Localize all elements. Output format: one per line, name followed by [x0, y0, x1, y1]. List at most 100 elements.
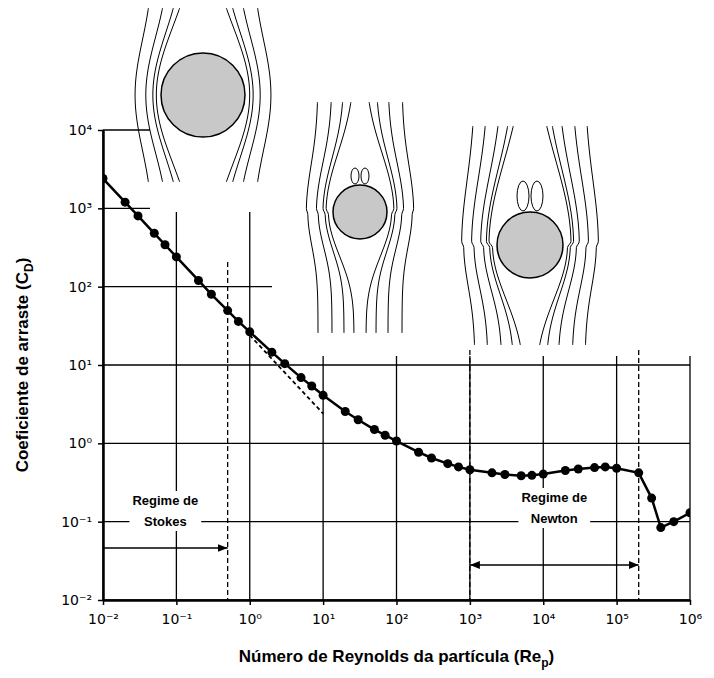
x-tick-mark [176, 600, 178, 605]
series-point [207, 290, 216, 299]
x-tick-label: 10⁻² [88, 611, 119, 627]
x-tick-mark [396, 600, 398, 605]
streamline [388, 102, 403, 333]
x-tick: 10¹ [312, 600, 335, 627]
series-point [487, 468, 496, 477]
series-point [319, 391, 328, 400]
y-tick-mark [98, 365, 103, 367]
series-point [612, 464, 621, 473]
x-tick: 10⁻¹ [161, 600, 192, 627]
y-tick-label: 10⁻¹ [61, 514, 92, 530]
y-axis-title-part: ) [13, 258, 32, 264]
x-axis-title: Número de Reynolds da partícula (Rep) [239, 647, 554, 670]
x-tick-mark [323, 600, 325, 605]
region-arrow [103, 547, 228, 548]
series-point [134, 211, 143, 220]
region-label-line: Regime de [132, 493, 198, 508]
y-axis: 10⁻² 10⁻¹ 10⁰ 10¹ 10² 10³ 10⁴ [61, 122, 103, 608]
series-point [150, 229, 159, 238]
streamline [243, 8, 260, 182]
x-tick-mark [616, 600, 618, 605]
region-bounds [228, 262, 639, 600]
y-tick-label: 10⁰ [69, 435, 93, 451]
series-point [245, 327, 254, 336]
y-tick: 10⁻² [61, 592, 103, 608]
series-point [172, 252, 181, 261]
streamline [472, 126, 488, 345]
region-label-group: Regime de Stokes [129, 491, 201, 531]
flow-illustration [306, 102, 413, 333]
y-tick: 10¹ [69, 357, 103, 373]
y-tick: 10⁻¹ [61, 514, 103, 530]
streamline [135, 8, 148, 182]
x-tick: 10² [385, 600, 408, 627]
series-line [250, 335, 323, 413]
region-label-group: Regime de Newton [518, 488, 590, 528]
series-point [561, 466, 570, 475]
series-point [647, 494, 656, 503]
series-point [427, 453, 436, 462]
series-point [341, 407, 350, 416]
region-label-ground [129, 491, 201, 531]
series-point [223, 306, 232, 315]
plot-area [103, 174, 690, 532]
x-tick-label: 10¹ [312, 611, 335, 627]
x-tick-label: 10⁻¹ [161, 611, 192, 627]
particle [497, 212, 563, 278]
x-tick: 10³ [459, 600, 482, 627]
y-tick-label: 10⁻² [61, 592, 92, 608]
x-axis: 10⁻²10⁻¹10⁰10¹10²10³10⁴10⁵10⁶ [88, 600, 703, 627]
series-point [194, 276, 203, 285]
illustration-ground-rect [150, 0, 278, 212]
region-label-line: Regime de [521, 490, 587, 505]
y-tick-label: 10² [69, 279, 92, 295]
illustration-ground-rect [272, 0, 712, 356]
x-tick: 10⁶ [679, 600, 703, 627]
series-point [634, 468, 643, 477]
series-point [414, 448, 423, 457]
series-point [500, 470, 509, 479]
x-tick-mark [543, 600, 545, 605]
y-axis-title: Coeficiente de arraste (CD) [13, 258, 36, 473]
y-axis-title-part: Coeficiente de arraste (C [13, 272, 32, 472]
particle [161, 53, 245, 137]
x-tick-label: 10² [385, 611, 408, 627]
x-tick: 10⁴ [532, 600, 556, 627]
x-tick-mark [690, 600, 692, 605]
y-tick: 10⁴ [69, 122, 103, 138]
series-point [465, 465, 474, 474]
series-point [121, 198, 130, 207]
y-tick-mark [98, 286, 103, 288]
chart-svg: 10⁻²10⁻¹10⁰10¹10²10³10⁴10⁵10⁶10⁻²10⁻¹10⁰… [0, 0, 714, 678]
particle [333, 185, 387, 239]
flow-illustration [135, 8, 271, 182]
wake-vortex [361, 168, 369, 184]
y-tick-mark [98, 208, 103, 210]
wake-vortex [517, 181, 529, 211]
y-tick-mark [98, 130, 103, 132]
x-tick-label: 10⁴ [532, 611, 556, 627]
x-tick: 10⁻² [88, 600, 119, 627]
region-label-ground [518, 488, 590, 528]
series-point [297, 373, 306, 382]
y-tick-label: 10³ [69, 200, 92, 216]
annotations: Regime de Stokes Regime de Newton [103, 488, 639, 565]
wake-vortex [531, 181, 543, 211]
series-point [280, 359, 289, 368]
region-label: Regime de Newton [521, 490, 587, 526]
series-point [686, 508, 691, 517]
x-tick-label: 10³ [459, 611, 482, 627]
series-point [392, 437, 401, 446]
x-axis-title-part: p [541, 656, 548, 670]
y-tick-mark [98, 521, 103, 523]
series-point [656, 523, 665, 532]
y-tick: 10⁰ [69, 435, 103, 451]
x-tick: 10⁰ [239, 600, 263, 627]
series-point [590, 463, 599, 472]
streamline [306, 102, 318, 333]
y-tick: 10³ [69, 200, 103, 216]
series-point [103, 174, 108, 183]
series-point [267, 348, 276, 357]
region-label-line: Stokes [144, 514, 187, 529]
region-label-line: Newton [531, 511, 578, 526]
